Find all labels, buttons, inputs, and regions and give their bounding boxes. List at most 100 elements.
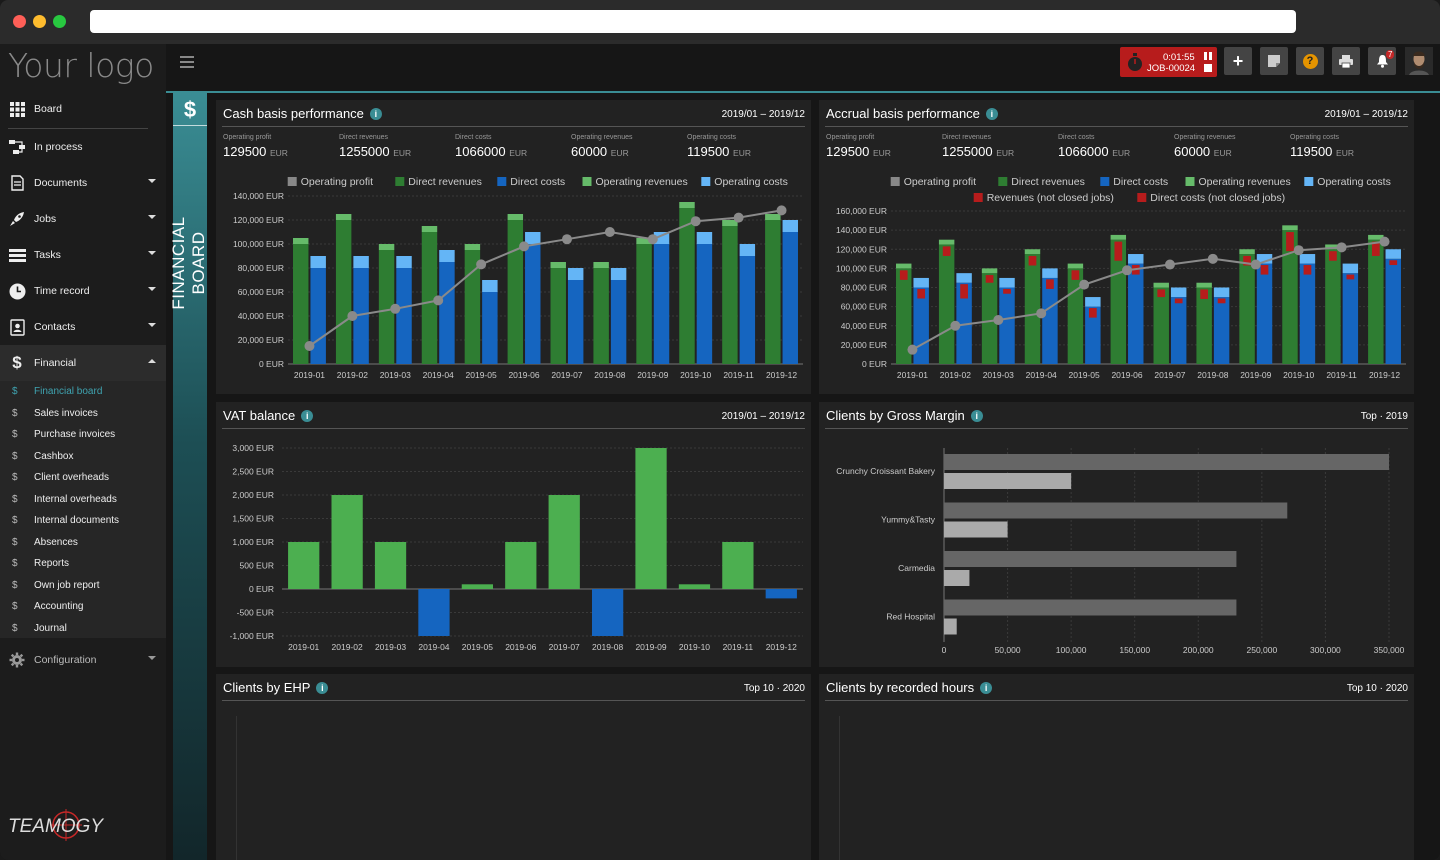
- timer-time: 0:01:55: [1163, 52, 1195, 63]
- stop-icon[interactable]: [1204, 64, 1212, 72]
- x-tick-label: 2019-07: [551, 370, 582, 380]
- menu-toggle-icon[interactable]: [180, 56, 194, 68]
- submenu-item-client-overheads[interactable]: $ Client overheads: [0, 467, 166, 488]
- board-tab-label: FINANCIAL BOARD: [169, 216, 208, 310]
- bar-operating-costs: [396, 256, 412, 268]
- profit-point: [1079, 279, 1090, 290]
- vat-balance-chart: -1,000 EUR -500 EUR 0 EUR 500 EUR 1,000 EUR 1…: [230, 443, 803, 652]
- info-icon[interactable]: i: [980, 682, 993, 694]
- bar-direct-costs: [913, 287, 929, 364]
- profit-point: [907, 344, 918, 355]
- y-tick-label: Yummy&Tasty: [881, 515, 936, 525]
- submenu-item-cashbox[interactable]: $ Cashbox: [0, 446, 166, 467]
- gross-margin-chart: 0 50,000 100,000 150,000 200,000 250,000 300,0…: [836, 448, 1405, 655]
- sidebar-item-configuration[interactable]: Configuration: [0, 642, 166, 678]
- dollar-icon: $: [12, 515, 18, 526]
- kpi-label: Operating revenues: [1174, 134, 1236, 141]
- bar-direct-revenues: [550, 268, 566, 364]
- submenu-item-internal-documents[interactable]: $ Internal documents: [0, 510, 166, 531]
- maximize-window-icon[interactable]: [53, 15, 66, 28]
- help-icon: ?: [1302, 53, 1318, 69]
- panel-range: 2019/01 – 2019/12: [1324, 109, 1408, 120]
- panel-title: Clients by EHP: [223, 680, 311, 695]
- y-tick-label: 1,000 EUR: [232, 537, 274, 547]
- board-tab: $ FINANCIAL BOARD: [169, 93, 208, 860]
- submenu-item-absences[interactable]: $ Absences: [0, 532, 166, 553]
- x-tick-label: 2019-04: [1026, 370, 1057, 380]
- bar-costs-not-closed: [1389, 260, 1398, 266]
- submenu-item-financial-board[interactable]: $ Financial board: [0, 381, 166, 402]
- x-tick-label: 2019-07: [549, 642, 580, 652]
- submenu-item-purchase-invoices[interactable]: $ Purchase invoices: [0, 424, 166, 445]
- address-bar[interactable]: [90, 10, 1296, 33]
- y-tick-label: 20,000 EUR: [841, 340, 887, 350]
- avatar[interactable]: [1405, 47, 1433, 75]
- hours-chart-area: [839, 716, 840, 860]
- submenu-item-journal[interactable]: $ Journal: [0, 618, 166, 639]
- bar-operating-costs: [1299, 254, 1316, 264]
- minimize-window-icon[interactable]: [33, 15, 46, 28]
- sidebar-item-tasks[interactable]: Tasks: [0, 237, 166, 273]
- submenu-item-sales-invoices[interactable]: $ Sales invoices: [0, 403, 166, 424]
- x-tick-label: 150,000: [1119, 645, 1150, 655]
- info-icon[interactable]: i: [301, 410, 314, 422]
- pause-icon[interactable]: [1204, 52, 1212, 60]
- bar-revenues-not-closed: [1114, 241, 1123, 261]
- bar-operating-costs: [739, 244, 756, 256]
- add-button[interactable]: +: [1224, 47, 1252, 75]
- print-button[interactable]: [1332, 47, 1360, 75]
- y-tick-label: 40,000 EUR: [841, 321, 887, 331]
- bar-direct-costs: [653, 244, 670, 364]
- info-icon[interactable]: i: [985, 108, 998, 120]
- kpi-label: Operating profit: [223, 134, 272, 141]
- sidebar-item-contacts[interactable]: Contacts: [0, 309, 166, 345]
- close-window-icon[interactable]: [13, 15, 26, 28]
- tasks-icon: [8, 246, 26, 264]
- submenu-item-internal-overheads[interactable]: $ Internal overheads: [0, 489, 166, 510]
- profit-point: [304, 341, 315, 351]
- dollar-icon: $: [12, 450, 18, 462]
- profit-point: [1293, 245, 1304, 256]
- profit-point: [647, 234, 658, 245]
- x-tick-label: 2019-06: [505, 642, 536, 652]
- submenu-item-reports[interactable]: $ Reports: [0, 553, 166, 574]
- profit-point: [1379, 236, 1390, 247]
- sidebar-item-in-process[interactable]: In process: [0, 129, 166, 165]
- bar-operating-costs: [999, 277, 1015, 288]
- job-timer[interactable]: 0:01:55 JOB-00024: [1120, 47, 1217, 77]
- bar-operating-revenues: [593, 262, 609, 268]
- notifications-button[interactable]: 7: [1368, 47, 1396, 75]
- note-button[interactable]: [1260, 47, 1288, 75]
- bar-direct-revenues: [293, 244, 309, 364]
- help-button[interactable]: ?: [1296, 47, 1324, 75]
- bar-direct-revenues: [679, 208, 695, 364]
- x-tick-label: 2019-12: [1369, 370, 1400, 380]
- info-icon[interactable]: i: [970, 410, 983, 422]
- sidebar-item-time-record[interactable]: Time record: [0, 273, 166, 309]
- logo: Your logo: [8, 46, 154, 85]
- bar-operating-costs: [525, 232, 541, 244]
- sidebar-item-jobs[interactable]: Jobs: [0, 201, 166, 237]
- bar-operating-costs: [439, 250, 455, 262]
- sidebar-item-board[interactable]: Board: [0, 91, 166, 127]
- svg-text:TEAMOGY: TEAMOGY: [8, 816, 104, 837]
- info-icon[interactable]: i: [369, 108, 382, 120]
- sidebar-item-financial[interactable]: $ Financial: [0, 345, 166, 381]
- panel-title: Clients by recorded hours: [826, 680, 975, 695]
- y-tick-label: 2,500 EUR: [232, 467, 274, 477]
- dollar-icon: $: [12, 558, 18, 569]
- profit-point: [1250, 259, 1261, 270]
- info-icon[interactable]: i: [316, 682, 329, 694]
- dollar-icon: $: [12, 386, 18, 397]
- x-tick-label: 2019-12: [766, 370, 797, 380]
- bar-operating-revenues: [722, 220, 738, 226]
- sidebar-item-documents[interactable]: Documents: [0, 165, 166, 201]
- bar-operating-costs: [1256, 254, 1273, 264]
- submenu-item-own-job-report[interactable]: $ Own job report: [0, 575, 166, 596]
- submenu-item-label: Purchase invoices: [34, 429, 116, 440]
- submenu-item-accounting[interactable]: $ Accounting: [0, 596, 166, 617]
- bell-icon: [1376, 55, 1388, 68]
- bar-direct-revenues: [464, 250, 481, 364]
- submenu-item-label: Financial board: [34, 386, 103, 397]
- x-tick-label: 2019-10: [679, 642, 710, 652]
